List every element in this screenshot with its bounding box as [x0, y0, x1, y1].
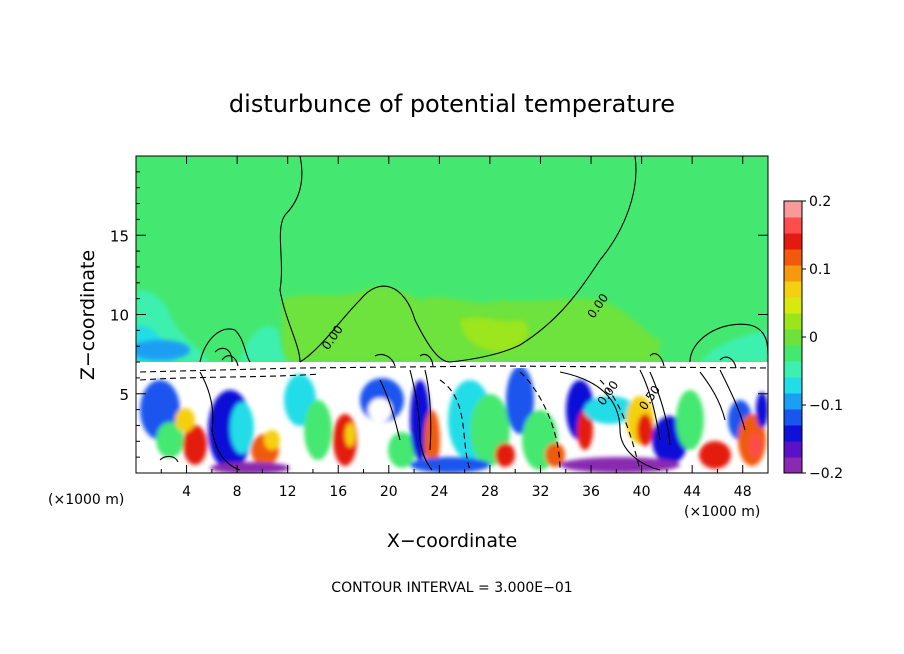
colorbar-tick-label: 0.2 [809, 194, 831, 210]
colorbar-swatch [784, 265, 802, 282]
x-tick-label: 8 [233, 484, 242, 500]
upper-negative-mid [240, 326, 290, 362]
colorbar-swatch [784, 217, 802, 234]
colorbar-swatch [784, 393, 802, 410]
chart-title: disturbunce of potential temperature [229, 90, 675, 118]
upper-negative-right [700, 330, 768, 362]
y-tick-label: 5 [119, 386, 129, 404]
x-unit-left: (×1000 m) [48, 492, 124, 508]
colorbar-swatch [784, 441, 802, 458]
colorbar: 0.2 0.1 0 −0.1 −0.2 [783, 194, 843, 482]
x-tick-label: 32 [532, 484, 550, 500]
lower-blobs [140, 366, 768, 473]
x-unit-right: (×1000 m) [684, 504, 760, 520]
y-tick-label: 10 [110, 307, 129, 325]
y-axis-label: Z−coordinate [77, 250, 99, 380]
colorbar-swatch [784, 201, 802, 218]
colorbar-swatch [784, 345, 802, 362]
y-tick-label: 15 [110, 227, 129, 245]
colorbar-tick-label: −0.2 [809, 466, 843, 482]
x-tick-label: 24 [430, 484, 448, 500]
x-axis-label: X−coordinate [387, 530, 517, 552]
colorbar-swatch [784, 281, 802, 298]
x-tick-label: 4 [182, 484, 191, 500]
colorbar-tick-label: −0.1 [809, 398, 843, 414]
upper-weak-patch [460, 317, 529, 352]
colorbar-swatch [784, 297, 802, 314]
x-tick-label: 16 [329, 484, 347, 500]
colorbar-swatch [784, 313, 802, 330]
contour-interval-footer: CONTOUR INTERVAL = 3.000E−01 [331, 580, 572, 596]
colorbar-swatch [784, 233, 802, 250]
colorbar-tick-label: 0.1 [809, 262, 831, 278]
x-tick-label: 12 [279, 484, 297, 500]
colorbar-swatch [784, 457, 802, 474]
x-tick-label: 28 [481, 484, 499, 500]
inversion-band [136, 362, 768, 368]
x-tick-label: 44 [683, 484, 701, 500]
x-tick-label: 20 [380, 484, 398, 500]
x-axis: 4 8 12 16 20 24 28 32 36 40 44 48 [160, 156, 752, 500]
x-tick-label: 40 [633, 484, 651, 500]
colorbar-swatch [784, 361, 802, 378]
colorbar-tick-label: 0 [809, 330, 818, 346]
colorbar-swatch [784, 377, 802, 394]
colorbar-swatch [784, 329, 802, 346]
colorbar-swatch [784, 249, 802, 266]
contour-lines [139, 156, 768, 471]
x-tick-label: 36 [582, 484, 600, 500]
x-tick-label: 48 [734, 484, 752, 500]
colorbar-swatch [784, 425, 802, 442]
colorbar-swatch [784, 409, 802, 426]
plot-area [136, 156, 768, 473]
upper-negative-left-3 [136, 340, 190, 360]
y-axis: 5 10 15 [110, 171, 768, 458]
